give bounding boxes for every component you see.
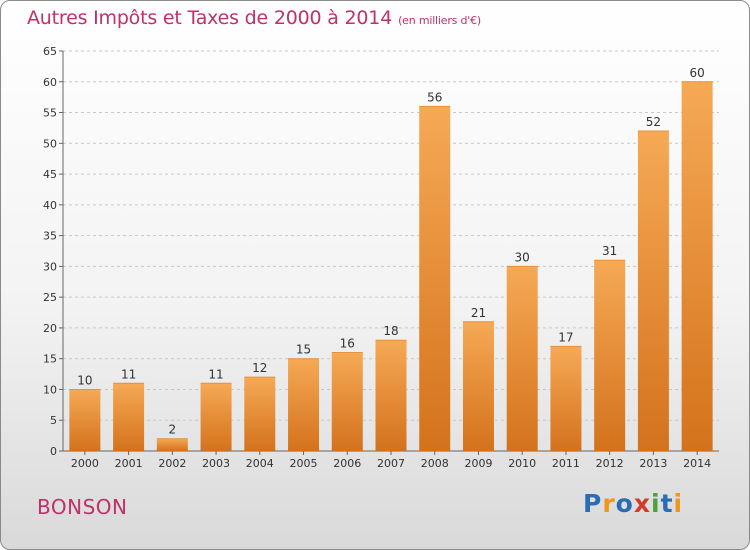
data-label: 10	[77, 373, 92, 387]
data-label: 16	[340, 337, 355, 351]
data-label: 11	[208, 367, 223, 381]
x-tick-label: 2011	[552, 457, 580, 470]
logo-letter: o	[615, 489, 634, 518]
x-tick-label: 2002	[158, 457, 186, 470]
data-label: 60	[689, 66, 704, 80]
x-tick-label: 2001	[115, 457, 143, 470]
bar-2005	[288, 358, 320, 451]
bar-2007	[375, 340, 407, 451]
data-label: 31	[602, 244, 617, 258]
logo-letter: P	[583, 489, 603, 518]
data-label: 12	[252, 361, 267, 375]
logo-letter: i	[651, 489, 661, 518]
y-tick-label: 60	[43, 76, 57, 89]
data-label: 15	[296, 343, 311, 357]
logo-letter: x	[633, 489, 651, 518]
x-tick-label: 2013	[639, 457, 667, 470]
data-label: 56	[427, 90, 442, 104]
x-tick-label: 2014	[683, 457, 711, 470]
x-tick-label: 2006	[333, 457, 361, 470]
y-tick-label: 5	[50, 414, 57, 427]
y-tick-label: 30	[43, 260, 57, 273]
y-tick-label: 20	[43, 322, 57, 335]
bar-2000	[69, 389, 101, 451]
chart-unit: (en milliers d'€)	[398, 14, 481, 27]
data-label: 52	[646, 115, 661, 129]
chart-title-text: Autres Impôts et Taxes de 2000 à 2014	[27, 7, 393, 29]
logo-letter: i	[673, 489, 684, 518]
x-tick-label: 2007	[377, 457, 405, 470]
y-tick-label: 65	[43, 45, 57, 58]
bar-2011	[550, 346, 582, 451]
bar-2013	[637, 131, 669, 451]
bar-2009	[462, 321, 494, 451]
x-tick-label: 2000	[71, 457, 99, 470]
bar-2014	[681, 81, 713, 452]
y-tick-label: 40	[43, 199, 57, 212]
bar-2003	[200, 383, 232, 451]
y-tick-label: 15	[43, 353, 57, 366]
y-tick-label: 55	[43, 107, 57, 120]
city-name: BONSON	[37, 495, 128, 519]
data-label: 11	[121, 367, 136, 381]
y-tick-label: 35	[43, 230, 57, 243]
logo-letter: r	[602, 489, 616, 518]
y-tick-label: 25	[43, 291, 57, 304]
x-tick-label: 2008	[421, 457, 449, 470]
bar-2010	[506, 266, 538, 451]
x-tick-label: 2003	[202, 457, 230, 470]
data-label: 2	[169, 423, 177, 437]
bar-2006	[331, 352, 363, 451]
x-tick-label: 2004	[246, 457, 274, 470]
x-tick-label: 2005	[290, 457, 318, 470]
logo-letter: t	[660, 489, 674, 518]
bar-2004	[244, 377, 276, 451]
data-label: 30	[515, 250, 530, 264]
x-tick-label: 2010	[508, 457, 536, 470]
labels: 0 5 10 15 20 25 30 35 40 45 50 55 60 65 10 2000 11 2001 2 2…	[43, 45, 711, 470]
chart-title: Autres Impôts et Taxes de 2000 à 2014 (en…	[27, 7, 481, 29]
y-tick-label: 50	[43, 137, 57, 150]
data-label: 21	[471, 306, 486, 320]
data-label: 18	[383, 324, 398, 338]
x-tick-label: 2012	[596, 457, 624, 470]
x-tick-label: 2009	[464, 457, 492, 470]
proxiti-logo: Proxiti	[583, 489, 683, 518]
bar-2002	[156, 438, 188, 451]
y-tick-label: 10	[43, 383, 57, 396]
y-tick-label: 0	[50, 445, 57, 458]
bar-2001	[113, 383, 145, 451]
bar-2012	[594, 260, 626, 451]
data-label: 17	[558, 330, 573, 344]
y-tick-label: 45	[43, 168, 57, 181]
bars	[69, 81, 713, 452]
bar-2008	[419, 106, 451, 451]
